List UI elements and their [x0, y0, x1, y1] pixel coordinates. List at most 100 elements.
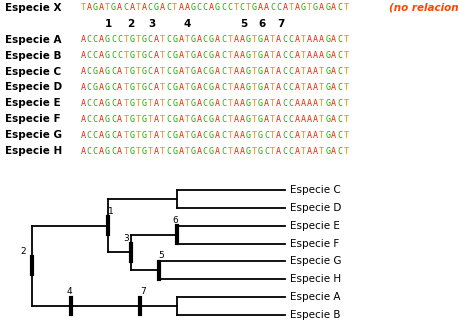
Text: 1: 1 [104, 19, 112, 29]
Text: A: A [196, 83, 202, 92]
Text: C: C [202, 146, 207, 156]
Text: G: G [245, 67, 250, 76]
Text: G: G [154, 4, 158, 12]
Text: T: T [343, 51, 348, 60]
Text: Especie E: Especie E [5, 98, 60, 108]
Text: A: A [239, 146, 244, 156]
Text: A: A [233, 51, 238, 60]
Text: A: A [306, 51, 311, 60]
Text: T: T [251, 131, 256, 140]
Text: A: A [196, 35, 202, 44]
Text: T: T [269, 146, 274, 156]
Text: G: G [141, 131, 146, 140]
Text: T: T [300, 67, 305, 76]
Text: G: G [105, 83, 110, 92]
Text: G: G [190, 67, 195, 76]
Text: A: A [257, 4, 263, 12]
Text: C: C [221, 83, 226, 92]
Text: G: G [105, 115, 110, 124]
Text: T: T [135, 83, 140, 92]
Text: A: A [154, 146, 158, 156]
Text: T: T [251, 51, 256, 60]
Text: A: A [276, 99, 280, 108]
Text: C: C [288, 146, 293, 156]
Text: C: C [111, 99, 116, 108]
Text: A: A [330, 115, 336, 124]
Text: C: C [166, 51, 171, 60]
Text: A: A [196, 99, 202, 108]
Text: T: T [245, 4, 250, 12]
Text: T: T [123, 99, 128, 108]
Text: C: C [86, 51, 91, 60]
Text: A: A [233, 131, 238, 140]
Text: G: G [93, 83, 97, 92]
Text: A: A [233, 115, 238, 124]
Text: A: A [330, 131, 336, 140]
Text: A: A [178, 146, 183, 156]
Text: G: G [105, 146, 110, 156]
Text: G: G [312, 4, 317, 12]
Text: C: C [117, 35, 122, 44]
Text: C: C [147, 4, 152, 12]
Text: G: G [105, 131, 110, 140]
Text: A: A [99, 146, 104, 156]
Text: A: A [178, 67, 183, 76]
Text: T: T [123, 83, 128, 92]
Text: A: A [215, 115, 219, 124]
Text: A: A [99, 131, 104, 140]
Text: A: A [306, 146, 311, 156]
Text: A: A [319, 4, 324, 12]
Text: T: T [343, 99, 348, 108]
Text: T: T [343, 83, 348, 92]
Text: A: A [239, 67, 244, 76]
Text: 7: 7 [276, 19, 284, 29]
Text: C: C [166, 131, 171, 140]
Text: T: T [147, 115, 152, 124]
Text: G: G [245, 35, 250, 44]
Text: C: C [282, 146, 287, 156]
Text: C: C [93, 131, 97, 140]
Text: C: C [337, 83, 341, 92]
Text: C: C [221, 4, 226, 12]
Text: A: A [306, 67, 311, 76]
Text: A: A [154, 131, 158, 140]
Text: C: C [221, 99, 226, 108]
Text: C: C [86, 67, 91, 76]
Text: A: A [129, 4, 134, 12]
Text: A: A [233, 35, 238, 44]
Text: T: T [227, 67, 232, 76]
Text: G: G [141, 35, 146, 44]
Text: A: A [215, 67, 219, 76]
Text: C: C [166, 4, 171, 12]
Text: C: C [196, 4, 202, 12]
Text: C: C [337, 131, 341, 140]
Text: A: A [215, 99, 219, 108]
Text: G: G [141, 115, 146, 124]
Text: A: A [276, 146, 280, 156]
Text: A: A [233, 83, 238, 92]
Text: G: G [141, 51, 146, 60]
Text: A: A [276, 131, 280, 140]
Text: A: A [178, 99, 183, 108]
Text: G: G [208, 99, 213, 108]
Text: T: T [147, 99, 152, 108]
Text: A: A [263, 51, 269, 60]
Text: A: A [239, 115, 244, 124]
Text: G: G [129, 115, 134, 124]
Text: G: G [325, 146, 330, 156]
Text: T: T [135, 131, 140, 140]
Text: T: T [269, 35, 274, 44]
Text: A: A [117, 115, 122, 124]
Text: C: C [166, 115, 171, 124]
Text: C: C [282, 35, 287, 44]
Text: G: G [105, 99, 110, 108]
Text: A: A [178, 4, 183, 12]
Text: G: G [190, 146, 195, 156]
Text: T: T [147, 131, 152, 140]
Text: C: C [202, 115, 207, 124]
Text: C: C [147, 83, 152, 92]
Text: A: A [263, 67, 269, 76]
Text: A: A [276, 35, 280, 44]
Text: T: T [251, 99, 256, 108]
Text: 4: 4 [184, 19, 191, 29]
